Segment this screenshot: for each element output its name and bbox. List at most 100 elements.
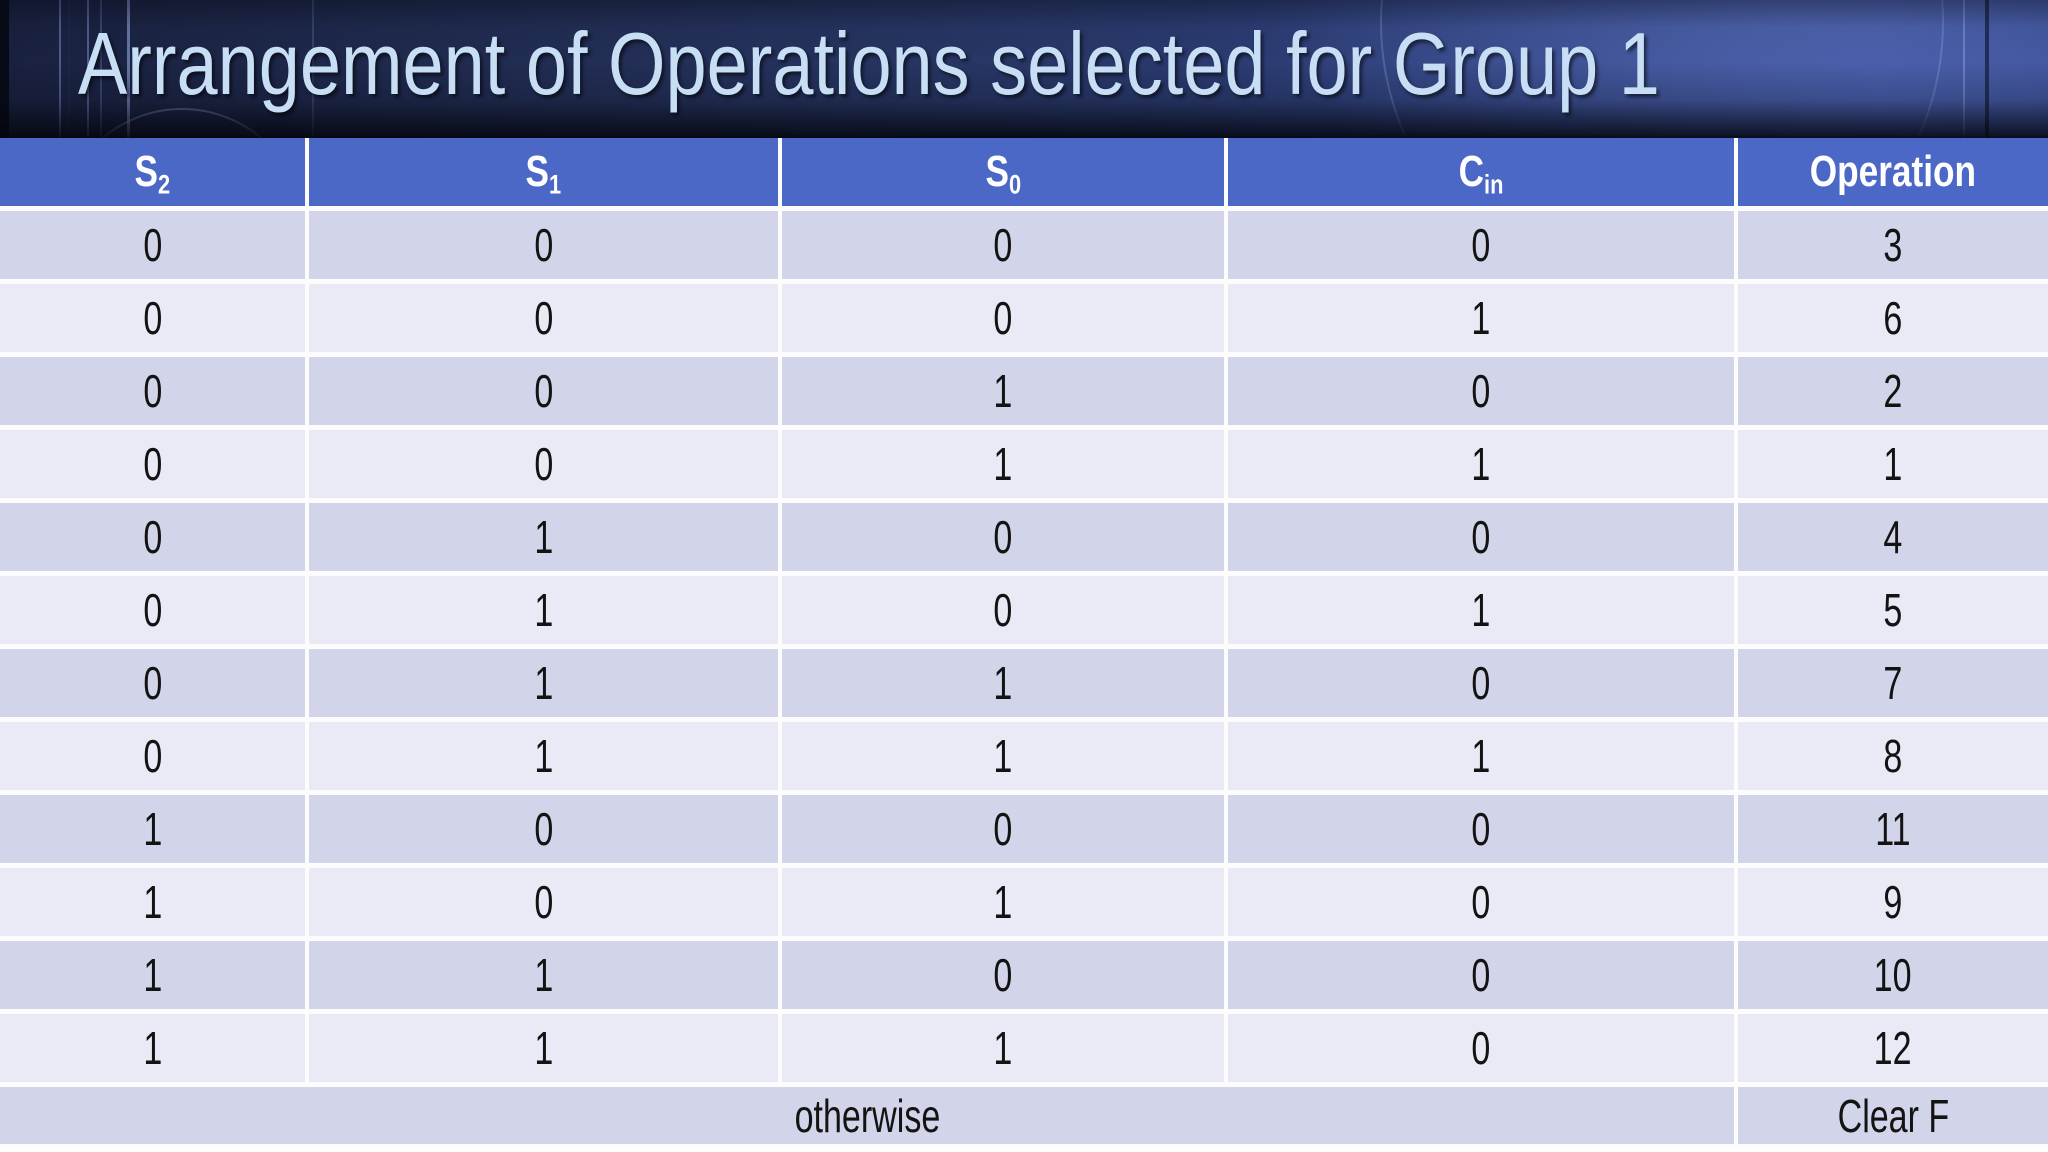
header-label: Operation bbox=[1809, 147, 1977, 196]
table-cell: 0 bbox=[305, 352, 780, 428]
header-label: C bbox=[1458, 147, 1485, 196]
cell-value: 1 bbox=[993, 438, 1013, 490]
table-cell: 0 bbox=[0, 425, 307, 501]
table-cell: 0 bbox=[0, 352, 307, 428]
cell-value: 11 bbox=[1875, 803, 1911, 855]
table-cell: 1 bbox=[305, 1009, 780, 1085]
cell-value: 0 bbox=[993, 219, 1013, 271]
table-cell: 0 bbox=[0, 644, 307, 720]
table-cell: 1 bbox=[778, 863, 1226, 939]
table-cell: 1 bbox=[305, 571, 780, 647]
column-header-s0: S0 bbox=[778, 138, 1226, 209]
cell-value: 1 bbox=[143, 876, 162, 928]
table-cell: 1 bbox=[0, 936, 307, 1012]
table-cell: 0 bbox=[1224, 790, 1736, 866]
column-header-s2: S2 bbox=[0, 138, 307, 209]
table-cell: 0 bbox=[0, 279, 307, 355]
table-cell: 0 bbox=[305, 863, 780, 939]
footer-operation-cell: Clear F bbox=[1734, 1082, 2048, 1149]
table-header-row: S2 S1 S0 Cin Operation bbox=[0, 138, 2048, 209]
table-row: 1 1 1 0 12 bbox=[0, 1009, 2048, 1085]
footer-operation-label: Clear F bbox=[1837, 1089, 1949, 1142]
cell-value: 1 bbox=[1883, 438, 1903, 490]
table-cell: 0 bbox=[305, 279, 780, 355]
cell-value: 8 bbox=[1883, 730, 1903, 782]
title-band: Arrangement of Operations selected for G… bbox=[0, 0, 2048, 138]
table-cell: 0 bbox=[0, 498, 307, 574]
table-cell: 4 bbox=[1734, 498, 2048, 574]
cell-value: 0 bbox=[534, 438, 553, 490]
cell-value: 1 bbox=[534, 730, 553, 782]
table-cell: 1 bbox=[1734, 425, 2048, 501]
cell-value: 1 bbox=[993, 730, 1013, 782]
table-footer: otherwise Clear F bbox=[0, 1082, 2048, 1149]
table-cell: 1 bbox=[778, 644, 1226, 720]
table-cell: 1 bbox=[305, 717, 780, 793]
cell-value: 6 bbox=[1883, 292, 1903, 344]
table-row: 1 0 0 0 11 bbox=[0, 790, 2048, 866]
cell-value: 0 bbox=[1471, 803, 1491, 855]
header-subscript: 2 bbox=[158, 168, 171, 200]
header-label: S bbox=[134, 147, 159, 196]
header-subscript: 0 bbox=[1008, 168, 1021, 200]
table-cell: 9 bbox=[1734, 863, 2048, 939]
cell-value: 12 bbox=[1874, 1022, 1912, 1074]
table-cell: 0 bbox=[305, 425, 780, 501]
band-shading bbox=[0, 0, 2048, 138]
cell-value: 0 bbox=[993, 949, 1013, 1001]
cell-value: 0 bbox=[534, 219, 553, 271]
column-header-cin: Cin bbox=[1224, 138, 1736, 209]
cell-value: 1 bbox=[993, 657, 1013, 709]
cell-value: 1 bbox=[1471, 730, 1491, 782]
table-row: 0 1 0 0 4 bbox=[0, 498, 2048, 574]
table-cell: 0 bbox=[305, 206, 780, 282]
table-cell: 1 bbox=[778, 1009, 1226, 1085]
cell-value: 1 bbox=[534, 511, 553, 563]
table-cell: 1 bbox=[0, 863, 307, 939]
table-cell: 0 bbox=[0, 717, 307, 793]
cell-value: 2 bbox=[1883, 365, 1903, 417]
table-cell: 1 bbox=[778, 352, 1226, 428]
cell-value: 0 bbox=[1471, 949, 1491, 1001]
cell-value: 3 bbox=[1883, 219, 1903, 271]
table-row: 0 0 1 1 1 bbox=[0, 425, 2048, 501]
cell-value: 1 bbox=[993, 1022, 1013, 1074]
table-cell: 0 bbox=[1224, 352, 1736, 428]
table-cell: 0 bbox=[1224, 498, 1736, 574]
cell-value: 0 bbox=[1471, 511, 1491, 563]
table-cell: 1 bbox=[1224, 717, 1736, 793]
cell-value: 0 bbox=[143, 292, 162, 344]
table-cell: 1 bbox=[1224, 425, 1736, 501]
cell-value: 0 bbox=[534, 803, 553, 855]
table-cell: 0 bbox=[1224, 644, 1736, 720]
cell-value: 1 bbox=[534, 657, 553, 709]
table-cell: 0 bbox=[1224, 936, 1736, 1012]
table-cell: 0 bbox=[0, 571, 307, 647]
cell-value: 4 bbox=[1883, 511, 1903, 563]
table-row: 0 1 0 1 5 bbox=[0, 571, 2048, 647]
table-cell: 1 bbox=[1224, 279, 1736, 355]
table-cell: 5 bbox=[1734, 571, 2048, 647]
cell-value: 1 bbox=[993, 876, 1013, 928]
column-header-operation: Operation bbox=[1734, 138, 2048, 209]
header-label: S bbox=[525, 147, 550, 196]
table-cell: 1 bbox=[778, 425, 1226, 501]
cell-value: 0 bbox=[1471, 1022, 1491, 1074]
cell-value: 1 bbox=[1471, 438, 1491, 490]
cell-value: 0 bbox=[993, 584, 1013, 636]
table-cell: 2 bbox=[1734, 352, 2048, 428]
cell-value: 1 bbox=[143, 949, 162, 1001]
cell-value: 0 bbox=[534, 876, 553, 928]
cell-value: 1 bbox=[534, 1022, 553, 1074]
table-cell: 0 bbox=[305, 790, 780, 866]
table-cell: 1 bbox=[1224, 571, 1736, 647]
cell-value: 0 bbox=[143, 584, 162, 636]
table-cell: 0 bbox=[778, 936, 1226, 1012]
cell-value: 0 bbox=[534, 292, 553, 344]
cell-value: 5 bbox=[1883, 584, 1903, 636]
table-cell: 1 bbox=[305, 644, 780, 720]
cell-value: 9 bbox=[1883, 876, 1903, 928]
cell-value: 1 bbox=[534, 949, 553, 1001]
table-cell: 0 bbox=[1224, 206, 1736, 282]
